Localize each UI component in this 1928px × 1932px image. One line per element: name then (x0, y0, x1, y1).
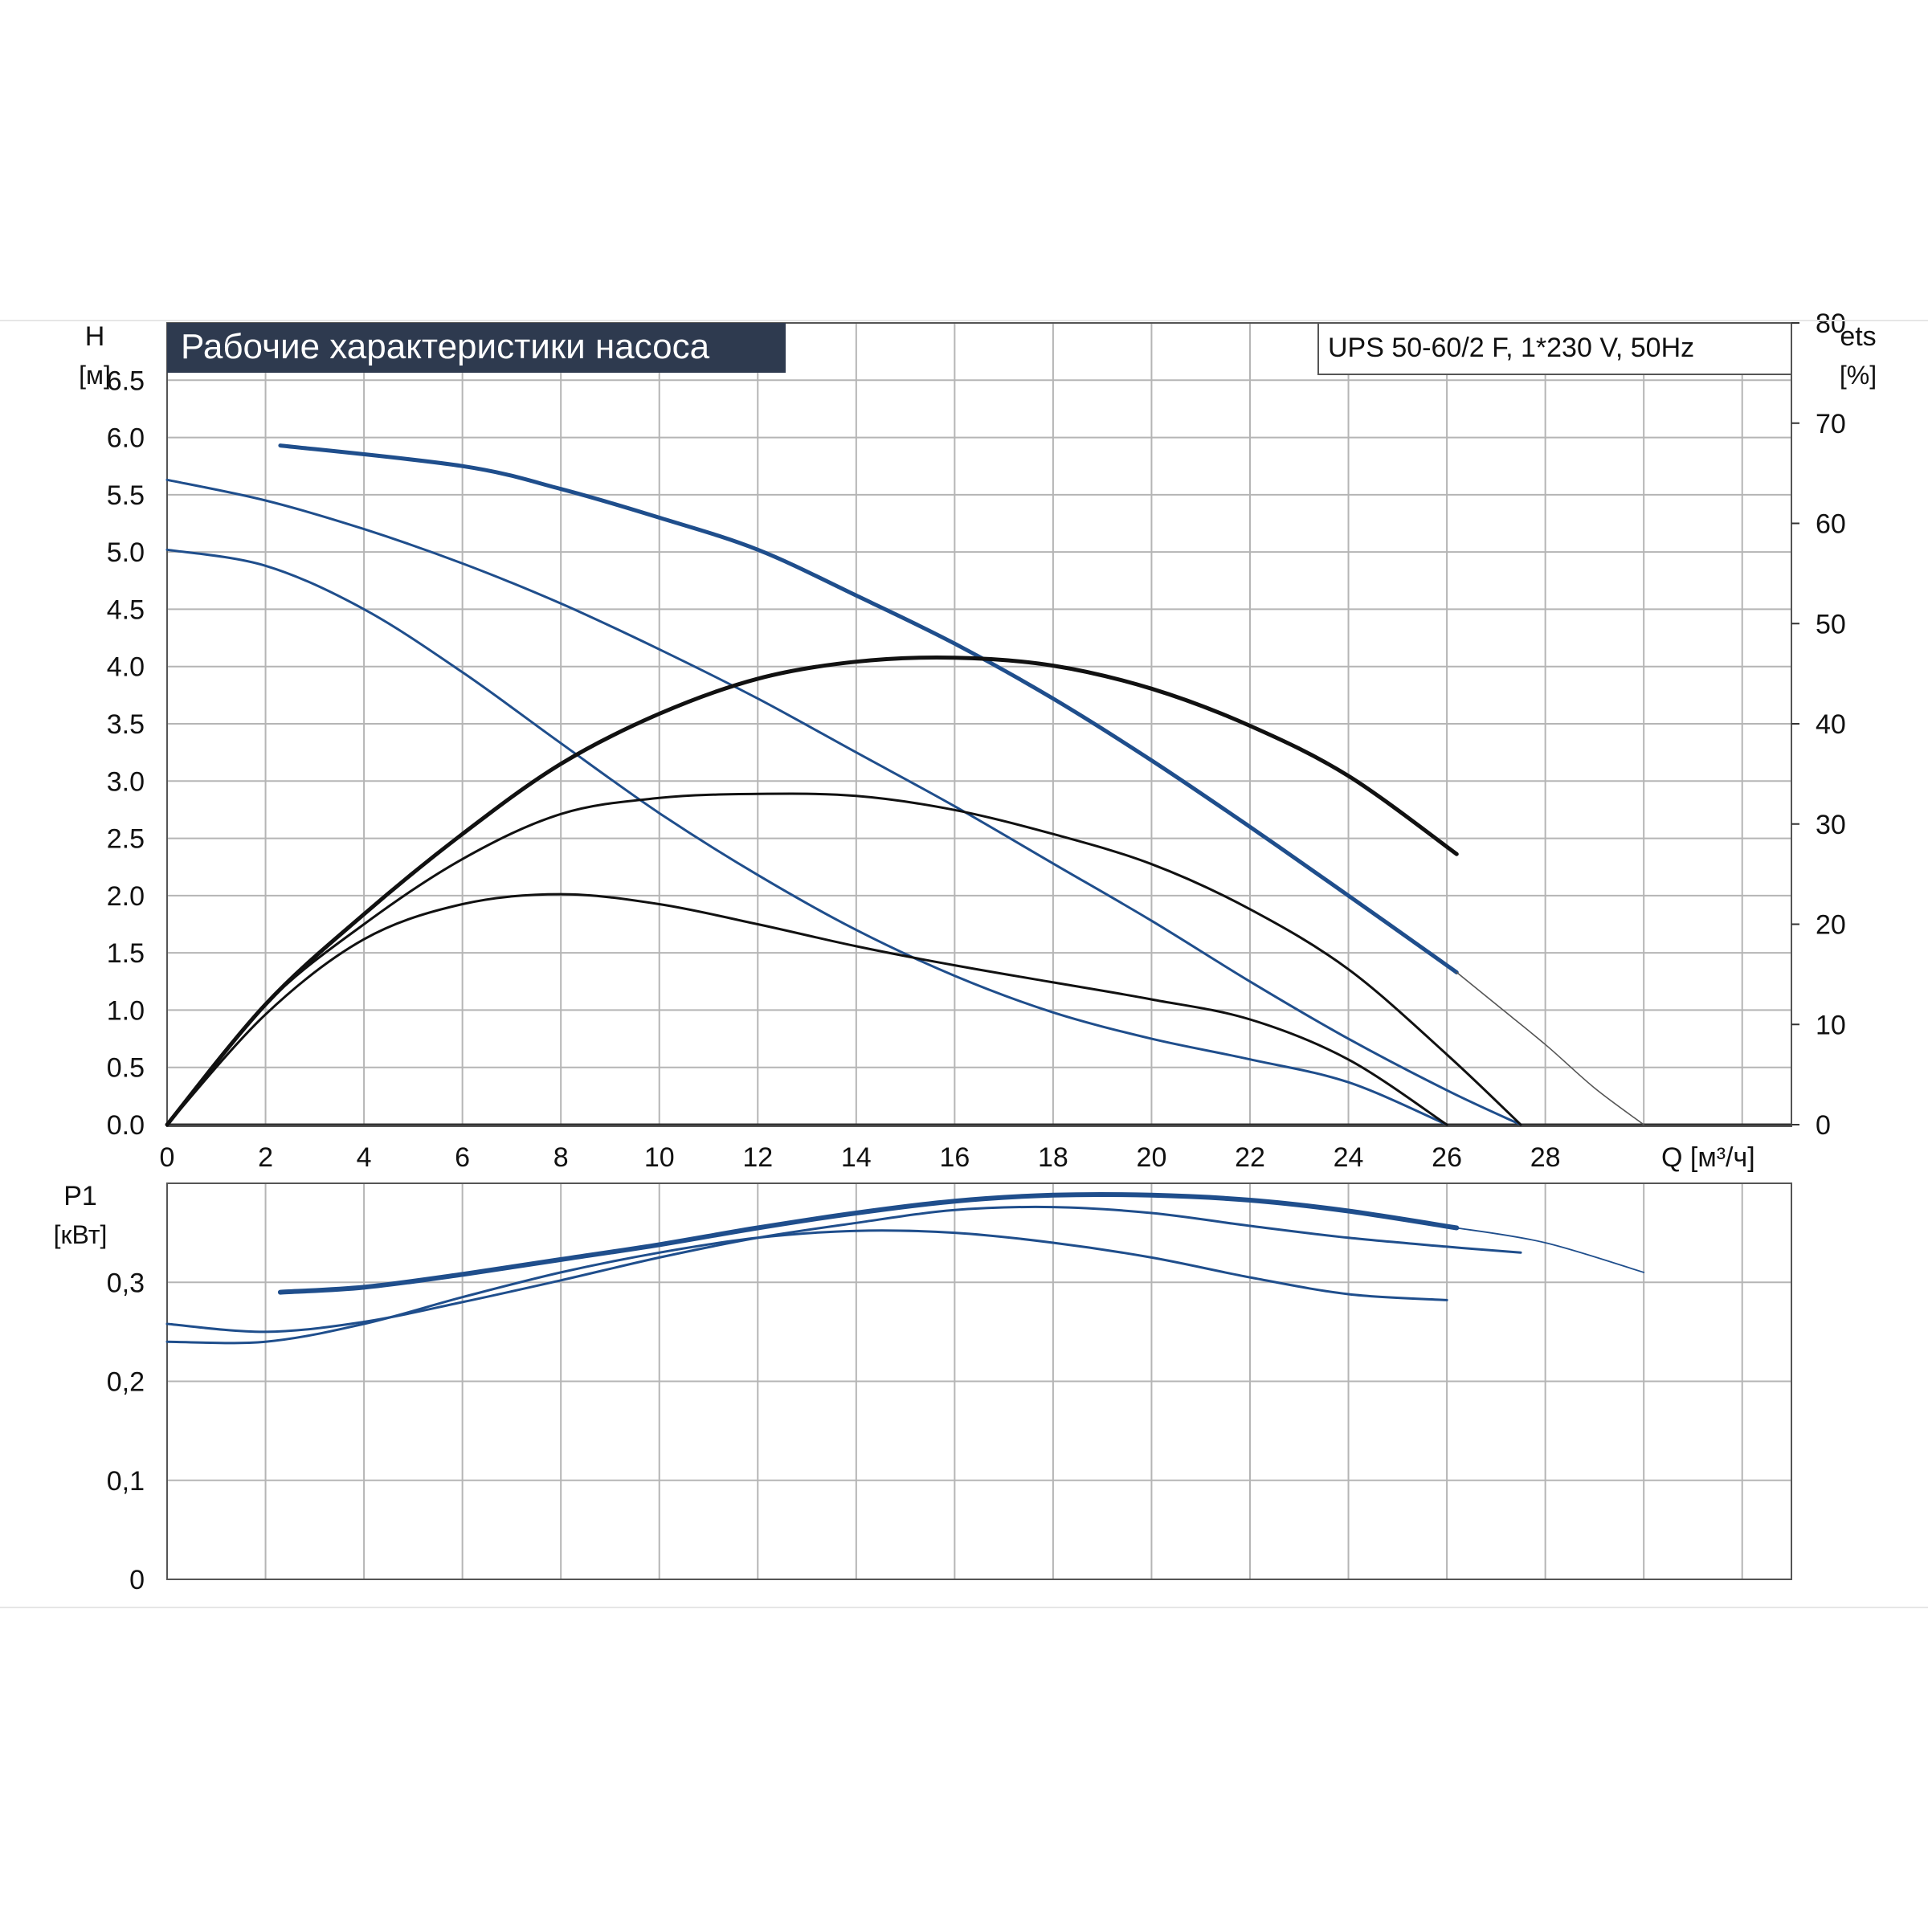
y-tick-label: 3.0 (107, 766, 145, 797)
model-label-box: UPS 50-60/2 F, 1*230 V, 50Hz (1317, 322, 1792, 375)
power-tick-label: 0,2 (107, 1367, 145, 1398)
x-tick-label: 16 (939, 1142, 970, 1173)
power-axis-label: P1 (63, 1181, 97, 1211)
efficiency-curve (165, 892, 1448, 1126)
y-tick-label: 4.0 (107, 652, 145, 683)
x-tick-label: 26 (1432, 1142, 1462, 1173)
efficiency-curve (165, 792, 1522, 1126)
power-curve (165, 1205, 1522, 1334)
y2-axis-unit: [%] (1840, 361, 1877, 390)
y2-tick-label: 70 (1816, 409, 1846, 439)
upper-curves (165, 443, 1644, 1127)
y2-tick-label: 80 (1816, 308, 1846, 339)
top-divider (0, 320, 1928, 321)
head-curve (165, 478, 1522, 1126)
power-axis-unit: [кВт] (54, 1220, 108, 1249)
chart-title: Рабочие характеристики насоса (181, 327, 710, 366)
y2-tick-label: 0 (1816, 1110, 1831, 1141)
x-tick-label: 14 (841, 1142, 872, 1173)
x-tick-label: 6 (455, 1142, 470, 1173)
power-tick-label: 0 (129, 1565, 145, 1595)
y-tick-label: 6.5 (107, 366, 145, 396)
upper-tick-labels: 0 2 4 6 8 10 12 14 16 18 20 22 24 26 280.00.51.01.52.0… (107, 308, 1846, 1173)
lower-curves (165, 1191, 1645, 1345)
lower-plot-frame (166, 1182, 1792, 1580)
y-tick-label: 6.0 (107, 423, 145, 454)
y-tick-label: 0.5 (107, 1053, 145, 1084)
y2-tick-label: 40 (1816, 709, 1846, 740)
head-curve (278, 443, 1459, 974)
y-tick-label: 5.0 (107, 537, 145, 568)
x-tick-label: 0 (160, 1142, 175, 1173)
power-curve (165, 1229, 1448, 1345)
y-tick-label: 4.5 (107, 594, 145, 625)
y-axis-label: H (85, 321, 105, 352)
power-tick-label: 0,1 (107, 1466, 145, 1497)
y-tick-label: 2.0 (107, 881, 145, 912)
power-curve (1456, 1227, 1645, 1273)
x-tick-label: 24 (1334, 1142, 1364, 1173)
y-axis-unit: [м] (79, 361, 111, 390)
y2-axis-label: ets (1840, 321, 1876, 352)
title-box: Рабочие характеристики насоса (167, 323, 786, 373)
y2-tick-label: 20 (1816, 910, 1846, 941)
x-tick-label: 2 (258, 1142, 273, 1173)
bottom-divider (0, 1607, 1928, 1608)
head-curve (165, 548, 1448, 1126)
y2-tick-label: 10 (1816, 1010, 1846, 1040)
x-tick-label: 22 (1235, 1142, 1265, 1173)
y2-tick-label: 30 (1816, 810, 1846, 840)
y2-tick-label: 50 (1816, 609, 1846, 639)
x-axis-label: Q [м³/ч] (1661, 1142, 1755, 1173)
x-tick-label: 4 (357, 1142, 372, 1173)
y-tick-label: 3.5 (107, 709, 145, 740)
efficiency-curve (165, 655, 1459, 1127)
x-tick-label: 28 (1530, 1142, 1561, 1173)
x-tick-label: 18 (1038, 1142, 1068, 1173)
head-curve (1456, 971, 1644, 1125)
lower-tick-labels: 0 0,1 0,2 0,3 (107, 1268, 145, 1595)
y-tick-label: 0.0 (107, 1110, 145, 1141)
model-label: UPS 50-60/2 F, 1*230 V, 50Hz (1328, 333, 1694, 363)
power-curve (277, 1191, 1460, 1295)
power-tick-label: 0,3 (107, 1268, 145, 1298)
upper-grid (166, 323, 1791, 1126)
x-tick-label: 10 (644, 1142, 675, 1173)
y-tick-label: 1.0 (107, 995, 145, 1026)
y-tick-label: 2.5 (107, 824, 145, 855)
y2-tick-label: 60 (1816, 509, 1846, 540)
y-tick-label: 1.5 (107, 938, 145, 969)
x-tick-label: 20 (1137, 1142, 1167, 1173)
y-tick-label: 5.5 (107, 480, 145, 511)
x-tick-label: 12 (742, 1142, 773, 1173)
x-tick-label: 8 (553, 1142, 569, 1173)
